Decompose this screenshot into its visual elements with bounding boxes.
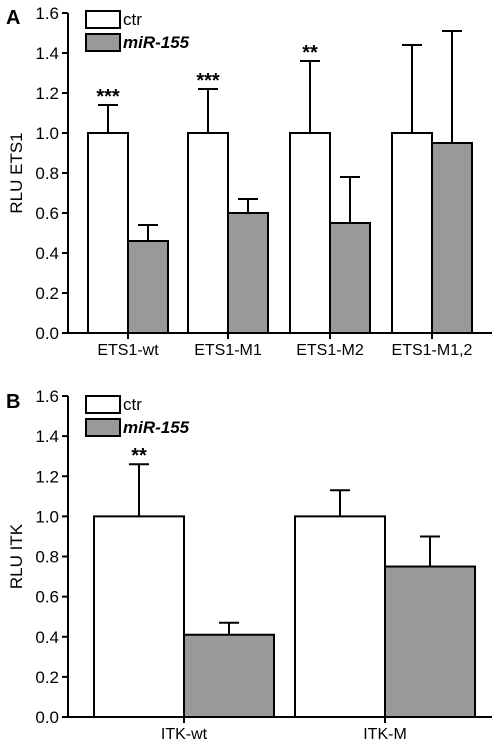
- x-tick-label: ITK-M: [363, 726, 407, 743]
- y-tick-label: 1.6: [35, 387, 59, 406]
- bar-ctr: [391, 132, 433, 334]
- bar-mir155: [384, 565, 476, 718]
- y-tick-label: 0.2: [35, 284, 59, 303]
- bar-mir155: [227, 212, 269, 334]
- y-tick-label: 0.0: [35, 324, 59, 343]
- y-tick-label: 1.4: [35, 44, 59, 63]
- y-tick-label: 0.6: [35, 204, 59, 223]
- significance-label: ***: [196, 70, 220, 92]
- y-tick-label: 0.4: [35, 628, 59, 647]
- x-tick-label: ETS1-M1,2: [392, 342, 473, 359]
- bar-mir155: [127, 240, 169, 334]
- bar-ctr: [187, 132, 229, 334]
- x-tick-label: ETS1-M2: [296, 342, 364, 359]
- bar-ctr: [289, 132, 331, 334]
- panel-letter: A: [6, 7, 20, 29]
- bar-mir155: [431, 142, 473, 334]
- significance-label: **: [131, 445, 147, 467]
- bar-ctr: [87, 132, 129, 334]
- y-tick-label: 1.4: [35, 427, 59, 446]
- x-tick-label: ETS1-M1: [194, 342, 262, 359]
- y-axis-label: RLU ITK: [7, 523, 26, 589]
- y-tick-label: 1.6: [35, 4, 59, 23]
- y-tick-label: 1.0: [35, 124, 59, 143]
- y-tick-label: 1.2: [35, 467, 59, 486]
- y-tick-label: 0.0: [35, 708, 59, 727]
- legend-swatch: [85, 418, 121, 437]
- y-tick-label: 1.2: [35, 84, 59, 103]
- y-tick-label: 1.0: [35, 507, 59, 526]
- panel-letter: B: [6, 391, 20, 413]
- y-tick-label: 0.8: [35, 164, 59, 183]
- y-tick-label: 0.6: [35, 588, 59, 607]
- bar-ctr: [93, 515, 185, 718]
- bar-ctr: [294, 515, 386, 718]
- y-tick-label: 0.4: [35, 244, 59, 263]
- legend-label: miR-155: [123, 418, 190, 437]
- significance-label: **: [302, 42, 318, 64]
- legend-swatch: [85, 395, 121, 414]
- y-tick-label: 0.8: [35, 548, 59, 567]
- legend-label: miR-155: [123, 33, 190, 52]
- significance-label: ***: [96, 86, 120, 108]
- legend-swatch: [85, 33, 121, 52]
- legend-label: ctr: [123, 10, 142, 29]
- x-tick-label: ETS1-wt: [97, 342, 159, 359]
- y-tick-label: 0.2: [35, 668, 59, 687]
- chart-panel-b: B RLU ITK 0.0 0.2 0.4 0.6 0.8 1.0 1.2 1.4 1.6 ** ITK…: [6, 387, 492, 743]
- chart-panel-a: A RLU ETS1 0.0 0.2 0.4 0.6 0.8 1.0 1.2 1.4 1.6 *** E…: [6, 4, 492, 359]
- bar-mir155: [183, 633, 275, 719]
- legend: ctr miR-155: [85, 395, 190, 437]
- bar-mir155: [329, 222, 371, 334]
- legend-label: ctr: [123, 395, 142, 414]
- legend-swatch: [85, 10, 121, 29]
- y-axis-label: RLU ETS1: [7, 132, 26, 213]
- x-tick-label: ITK-wt: [161, 726, 208, 743]
- legend: ctr miR-155: [85, 10, 190, 52]
